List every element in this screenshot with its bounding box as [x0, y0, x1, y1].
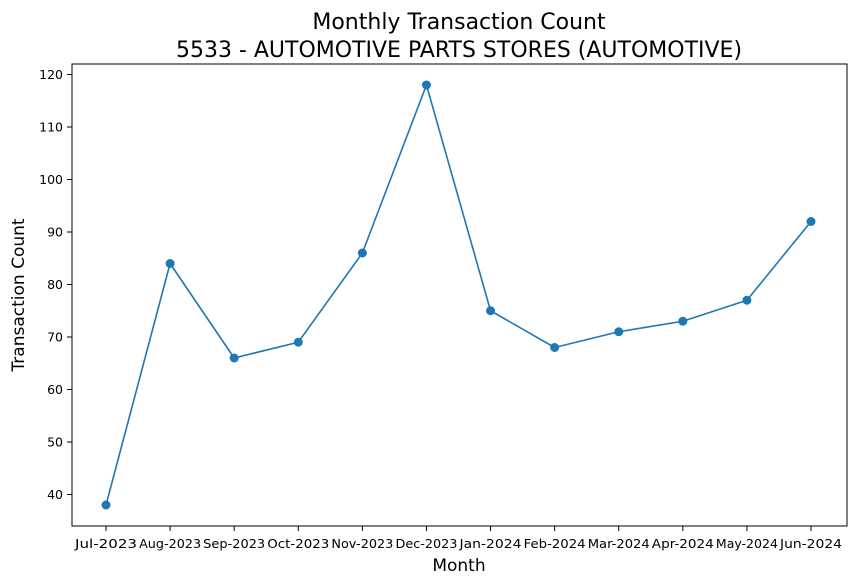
data-point	[101, 500, 111, 510]
data-point	[229, 353, 239, 363]
x-axis-label: Month	[432, 556, 485, 576]
y-tick-label: 90	[47, 225, 63, 240]
chart-title: Monthly Transaction Count	[312, 10, 606, 35]
x-tick-label: Apr-2024	[652, 536, 714, 551]
y-axis: 40 50 60 70 80 90 100 110 120	[39, 67, 72, 502]
data-point	[742, 295, 752, 305]
x-tick-label: Dec-2023	[395, 536, 457, 551]
plot-area	[71, 63, 848, 527]
data-point	[678, 316, 688, 326]
y-tick-label: 100	[39, 172, 63, 187]
data-point	[614, 327, 624, 337]
chart-subtitle: 5533 - AUTOMOTIVE PARTS STORES (AUTOMOTI…	[176, 38, 742, 63]
data-point	[165, 259, 175, 268]
data-point	[550, 343, 560, 352]
x-tick-label: Aug-2023	[139, 536, 201, 551]
x-tick-label: Sep-2023	[203, 536, 265, 551]
x-tick-label: Feb-2024	[524, 536, 586, 551]
y-tick-label: 120	[39, 67, 63, 82]
series-layer	[101, 80, 816, 510]
data-point	[486, 306, 496, 316]
y-tick-label: 60	[47, 382, 63, 397]
y-axis-label: Transaction Count	[9, 218, 29, 372]
x-tick-label: Jul-2023	[74, 536, 137, 551]
x-tick-label: Jan-2024	[458, 536, 521, 551]
y-tick-label: 70	[47, 330, 63, 345]
y-tick-label: 40	[47, 487, 63, 502]
data-point	[421, 80, 431, 90]
data-point	[357, 248, 367, 258]
x-tick-label: Jun-2024	[779, 536, 842, 551]
x-tick-label: May-2024	[716, 536, 778, 551]
y-tick-label: 50	[47, 435, 63, 450]
x-tick-label: Oct-2023	[267, 536, 329, 551]
y-tick-label: 80	[47, 277, 63, 292]
y-tick-label: 110	[39, 120, 63, 135]
data-point	[293, 337, 303, 347]
x-axis: Jul-2023 Aug-2023 Sep-2023 Oct-2023 Nov-2023…	[74, 526, 842, 551]
x-tick-label: Nov-2023	[331, 536, 393, 551]
data-point	[806, 217, 816, 226]
x-tick-label: Mar-2024	[588, 536, 650, 551]
series-line	[105, 84, 812, 506]
